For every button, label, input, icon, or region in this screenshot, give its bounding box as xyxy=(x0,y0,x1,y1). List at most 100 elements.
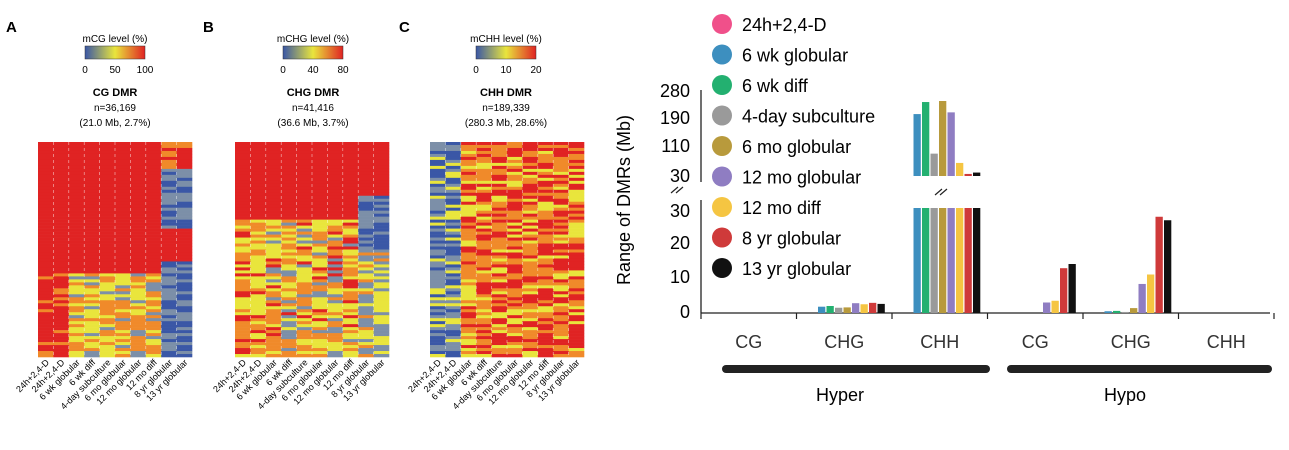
panel-size-a: (21.0 Mb, 2.7%) xyxy=(79,118,150,129)
color-scale-a xyxy=(84,45,146,60)
bar-lower-part xyxy=(964,208,972,313)
scale-tick-c-1: 10 xyxy=(500,65,512,76)
bars xyxy=(818,101,1172,313)
panel-a: A mCG level (%) 0 50 100 CG DMR n=36,169… xyxy=(6,19,193,411)
scale-tick-b-0: 0 xyxy=(280,65,286,76)
category-label: CG xyxy=(735,332,762,352)
legend-marker xyxy=(712,227,732,248)
y-tick-30-lower: 30 xyxy=(670,201,690,221)
scale-tick-a-1: 50 xyxy=(109,65,121,76)
panel-letter-a: A xyxy=(6,19,17,36)
bar-lower-part xyxy=(947,208,955,313)
scale-tick-a-2: 100 xyxy=(137,65,154,76)
legend-marker xyxy=(712,44,732,65)
bar xyxy=(852,303,860,313)
category-label: CHG xyxy=(824,332,864,352)
legend-marker xyxy=(712,105,732,126)
color-scale-b xyxy=(282,45,344,60)
legend-marker xyxy=(712,197,732,217)
heatmap-a xyxy=(38,142,193,358)
bar xyxy=(835,307,843,313)
panel-count-b: n=41,416 xyxy=(292,103,334,114)
bar-lower-part xyxy=(956,208,964,313)
y-tick-0: 0 xyxy=(680,302,690,322)
bar-lower-part xyxy=(930,208,938,313)
group-label-hypo: Hypo xyxy=(1104,385,1146,405)
panel-letter-c: C xyxy=(399,19,410,36)
bar xyxy=(1138,283,1146,313)
group-label-hyper: Hyper xyxy=(816,385,864,405)
bar xyxy=(1164,220,1172,313)
panel-count-c: n=189,339 xyxy=(482,103,530,114)
panel-b: B mCHG level (%) 0 40 80 CHG DMR n=41,41… xyxy=(203,19,390,411)
legend-label: 13 yr globular xyxy=(742,259,851,279)
scale-title-b: mCHG level (%) xyxy=(277,34,349,45)
legend-label: 12 mo diff xyxy=(742,198,822,218)
bar xyxy=(1060,268,1068,313)
scale-tick-b-1: 40 xyxy=(307,65,319,76)
panel-title-b: CHG DMR xyxy=(287,87,340,99)
bar xyxy=(1121,311,1129,313)
bar-upper-part xyxy=(956,162,964,176)
y-axis-label: Range of DMRs (Mb) xyxy=(614,115,634,285)
legend-label: 6 wk globular xyxy=(742,46,848,66)
category-label: CHH xyxy=(920,332,959,352)
category-labels: CG CHG CHH CG CHG CHH xyxy=(735,332,1246,352)
legend: 24h+2,4-D 6 wk globular 6 wk diff 4-day sub… xyxy=(712,14,875,279)
bar xyxy=(1130,308,1138,313)
panel-size-b: (36.6 Mb, 3.7%) xyxy=(277,118,348,129)
group-bar-hypo xyxy=(1007,365,1272,373)
bar xyxy=(860,304,868,313)
color-scale-c xyxy=(475,45,537,60)
bar xyxy=(1147,274,1155,313)
bar-lower-part xyxy=(973,208,981,313)
scale-tick-a-0: 0 xyxy=(82,65,88,76)
legend-label: 8 yr globular xyxy=(742,229,841,249)
scale-title-c: mCHH level (%) xyxy=(470,34,542,45)
bar-lower-part xyxy=(913,208,921,313)
bar-upper-part xyxy=(939,101,947,176)
scale-title-a: mCG level (%) xyxy=(82,34,147,45)
category-label: CHH xyxy=(1207,332,1246,352)
axis-break-marker xyxy=(670,186,684,194)
legend-label: 4-day subculture xyxy=(742,107,875,127)
panel-size-c: (280.3 Mb, 28.6%) xyxy=(465,118,547,129)
bar xyxy=(1113,310,1121,313)
category-label: CHG xyxy=(1111,332,1151,352)
legend-marker xyxy=(712,75,732,95)
legend-marker xyxy=(712,166,732,187)
bar-upper-part xyxy=(913,114,921,176)
panel-count-a: n=36,169 xyxy=(94,103,136,114)
category-label: CG xyxy=(1022,332,1049,352)
y-tick-280: 280 xyxy=(660,81,690,101)
bar-break-marker xyxy=(934,188,948,196)
legend-marker xyxy=(712,136,732,156)
bar-upper-part xyxy=(930,153,938,176)
dmr-bar-chart: Range of DMRs (Mb) 280 190 110 30 30 20 … xyxy=(614,81,1275,405)
bar xyxy=(826,306,834,313)
legend-label: 6 mo globular xyxy=(742,137,851,157)
legend-label: 6 wk diff xyxy=(742,76,809,96)
y-tick-110: 110 xyxy=(661,136,690,156)
y-tick-10: 10 xyxy=(670,267,690,287)
bar xyxy=(1155,216,1163,313)
bar xyxy=(843,307,851,313)
y-tick-30-upper: 30 xyxy=(670,166,690,186)
panel-c: C mCHH level (%) 0 10 20 CHH DMR n=189,3… xyxy=(399,19,585,411)
bar-lower-part xyxy=(922,208,930,313)
bar xyxy=(877,303,885,313)
heatmap-b xyxy=(235,142,390,358)
bar xyxy=(869,302,877,313)
bar xyxy=(1068,264,1076,313)
bar-lower-part xyxy=(939,208,947,313)
scale-tick-c-0: 0 xyxy=(473,65,479,76)
bar-upper-part xyxy=(964,173,972,176)
x-axis-ticks xyxy=(700,313,1275,319)
group-bar-hyper xyxy=(722,365,990,373)
bar-upper-part xyxy=(973,172,981,176)
y-tick-20: 20 xyxy=(670,233,690,253)
legend-label: 12 mo globular xyxy=(742,168,861,188)
